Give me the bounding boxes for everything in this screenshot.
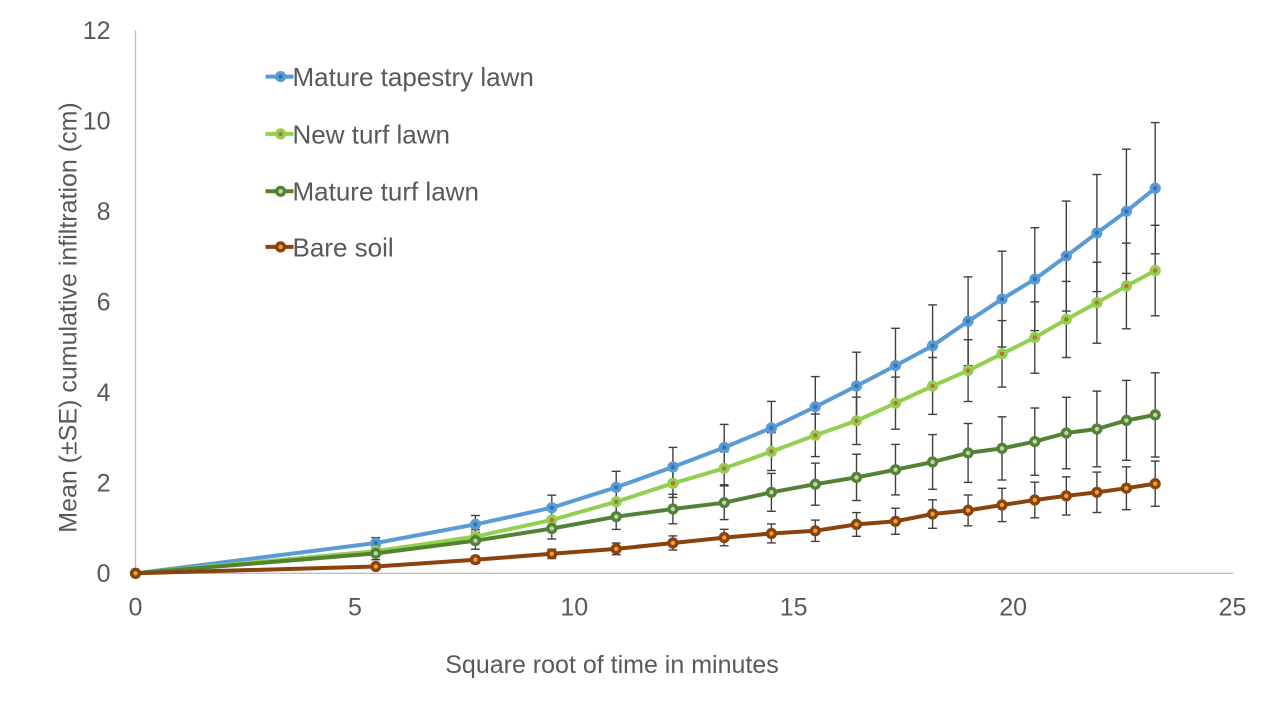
svg-text:0: 0 <box>129 594 143 622</box>
svg-text:15: 15 <box>780 594 808 622</box>
svg-text:6: 6 <box>97 289 111 317</box>
svg-text:4: 4 <box>97 379 111 407</box>
svg-text:Mature turf lawn: Mature turf lawn <box>293 177 479 207</box>
svg-text:Mature tapestry lawn: Mature tapestry lawn <box>293 62 534 92</box>
svg-text:Mean (±SE) cumulative infiltra: Mean (±SE) cumulative infiltration (cm) <box>55 102 83 533</box>
svg-text:Square root of time in minutes: Square root of time in minutes <box>445 651 779 679</box>
svg-text:10: 10 <box>83 108 111 136</box>
svg-text:20: 20 <box>999 594 1027 622</box>
svg-text:8: 8 <box>97 198 111 226</box>
svg-text:0: 0 <box>97 560 111 588</box>
svg-text:New turf lawn: New turf lawn <box>293 119 451 149</box>
svg-text:10: 10 <box>560 594 588 622</box>
svg-text:2: 2 <box>97 470 111 498</box>
svg-text:12: 12 <box>83 17 111 45</box>
svg-text:25: 25 <box>1219 594 1247 622</box>
svg-text:5: 5 <box>348 594 362 622</box>
svg-text:Bare soil: Bare soil <box>293 232 394 262</box>
